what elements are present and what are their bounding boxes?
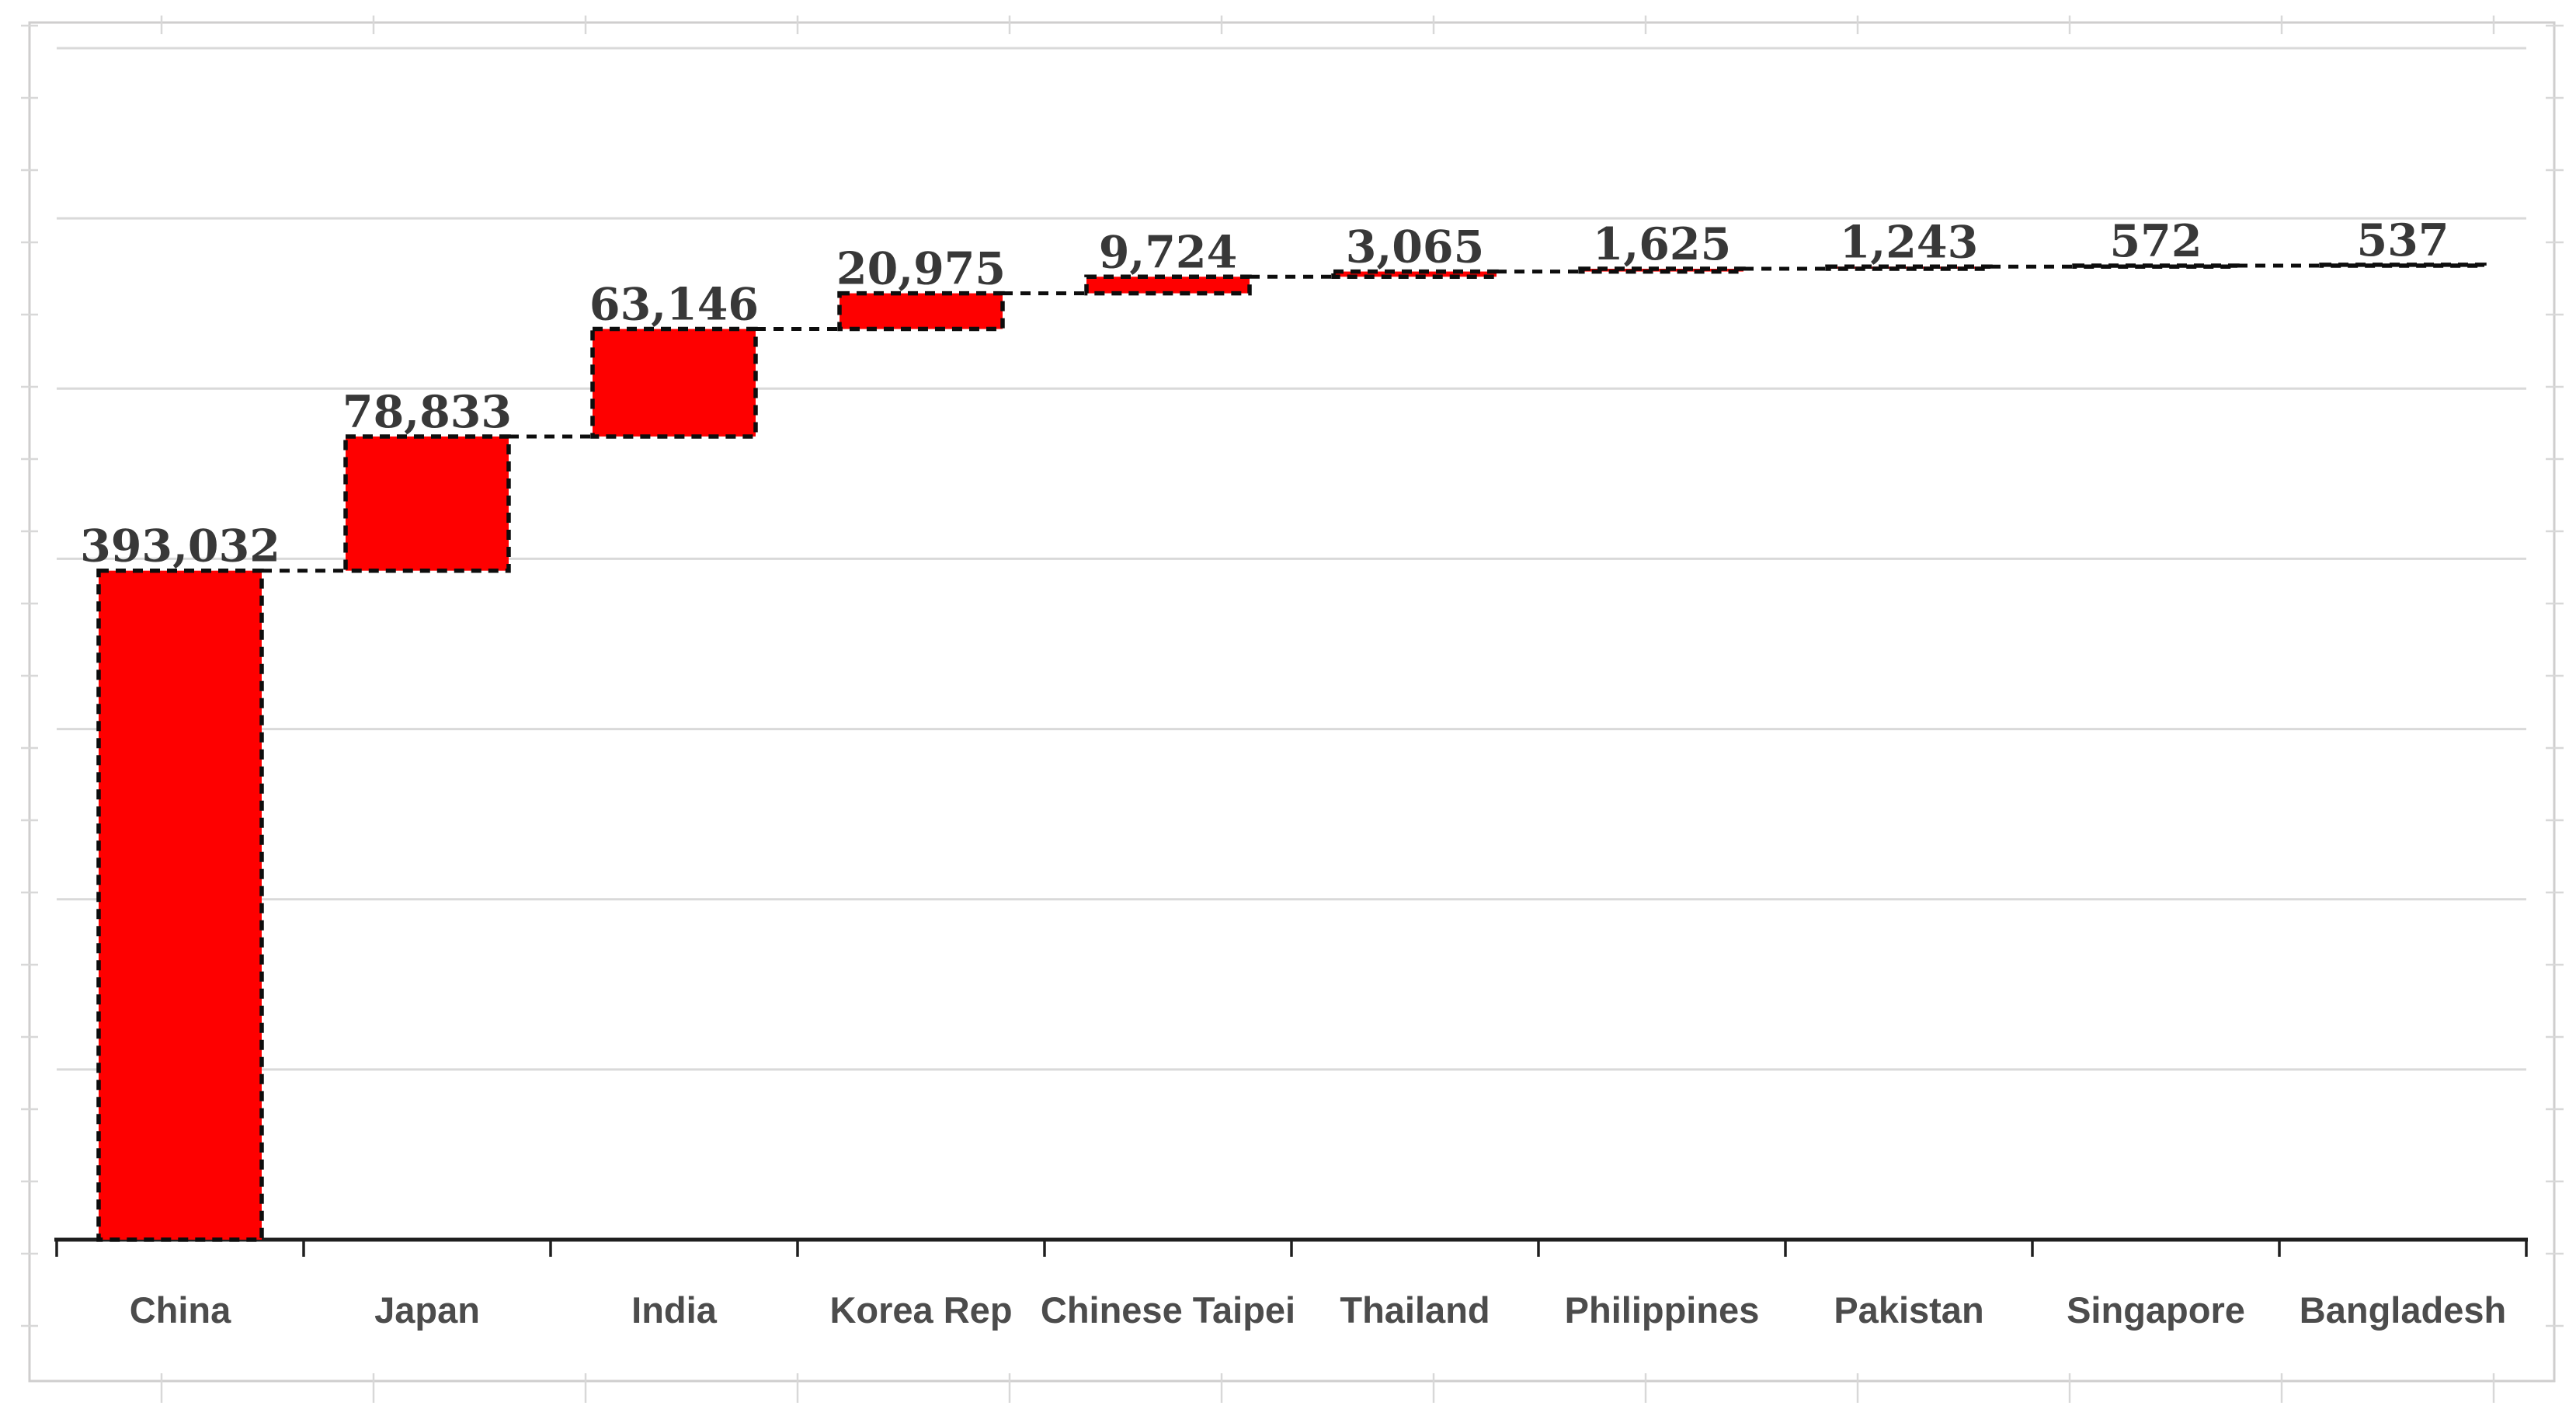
- category-label-thailand: Thailand: [1340, 1289, 1490, 1331]
- category-label-philippines: Philippines: [1565, 1289, 1760, 1331]
- category-label-korea-rep: Korea Rep: [829, 1289, 1012, 1331]
- data-label-korea-rep: 20,975: [836, 243, 1006, 295]
- data-label-india: 63,146: [589, 279, 759, 331]
- category-label-india: India: [631, 1289, 718, 1331]
- data-label-thailand: 3,065: [1346, 221, 1485, 273]
- data-label-china: 393,032: [80, 520, 280, 572]
- data-label-singapore: 572: [2110, 215, 2202, 267]
- bar-china[interactable]: [96, 568, 264, 1242]
- data-label-pakistan: 1,243: [1840, 216, 1979, 268]
- bar-japan[interactable]: [343, 434, 511, 573]
- bar-korea-rep[interactable]: [837, 290, 1005, 332]
- data-label-chinese-taipei: 9,724: [1099, 226, 1238, 278]
- category-label-bangladesh: Bangladesh: [2300, 1289, 2506, 1331]
- bar-bangladesh[interactable]: [2319, 263, 2487, 268]
- category-label-singapore: Singapore: [2067, 1289, 2245, 1331]
- category-label-pakistan: Pakistan: [1834, 1289, 1983, 1331]
- category-label-chinese-taipei: Chinese Taipei: [1041, 1289, 1295, 1331]
- bar-thailand[interactable]: [1331, 269, 1499, 280]
- bar-india[interactable]: [590, 326, 758, 439]
- data-label-philippines: 1,625: [1593, 218, 1732, 270]
- chart-border[interactable]: [28, 21, 2556, 1383]
- category-label-japan: Japan: [374, 1289, 480, 1331]
- bar-philippines[interactable]: [1578, 266, 1746, 274]
- data-label-bangladesh: 537: [2357, 214, 2449, 266]
- category-label-china: China: [130, 1289, 231, 1331]
- bar-chinese-taipei[interactable]: [1084, 274, 1252, 296]
- bar-pakistan[interactable]: [1825, 264, 1993, 271]
- data-label-japan: 78,833: [342, 386, 512, 438]
